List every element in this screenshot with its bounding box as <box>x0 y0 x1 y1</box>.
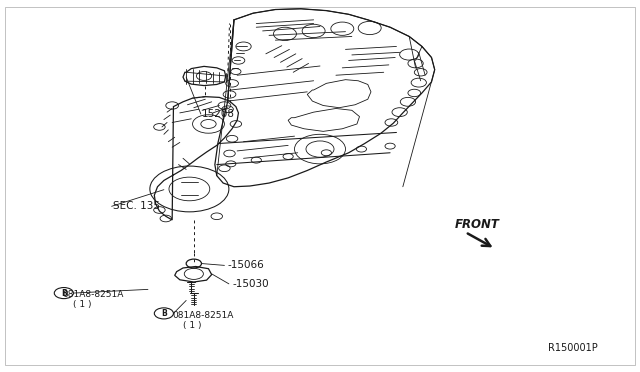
Text: R150001P: R150001P <box>548 343 598 353</box>
Text: 081A8-8251A: 081A8-8251A <box>62 291 124 299</box>
Text: 081A8-8251A: 081A8-8251A <box>172 311 234 320</box>
Text: ( 1 ): ( 1 ) <box>183 321 202 330</box>
Text: B: B <box>161 309 167 318</box>
Text: SEC. 135: SEC. 135 <box>113 201 160 211</box>
Text: -15030: -15030 <box>232 279 269 289</box>
Text: 15208: 15208 <box>202 109 235 119</box>
Text: ( 1 ): ( 1 ) <box>73 300 92 310</box>
Text: FRONT: FRONT <box>455 218 500 231</box>
Text: B: B <box>61 289 67 298</box>
Text: -15066: -15066 <box>228 260 264 270</box>
